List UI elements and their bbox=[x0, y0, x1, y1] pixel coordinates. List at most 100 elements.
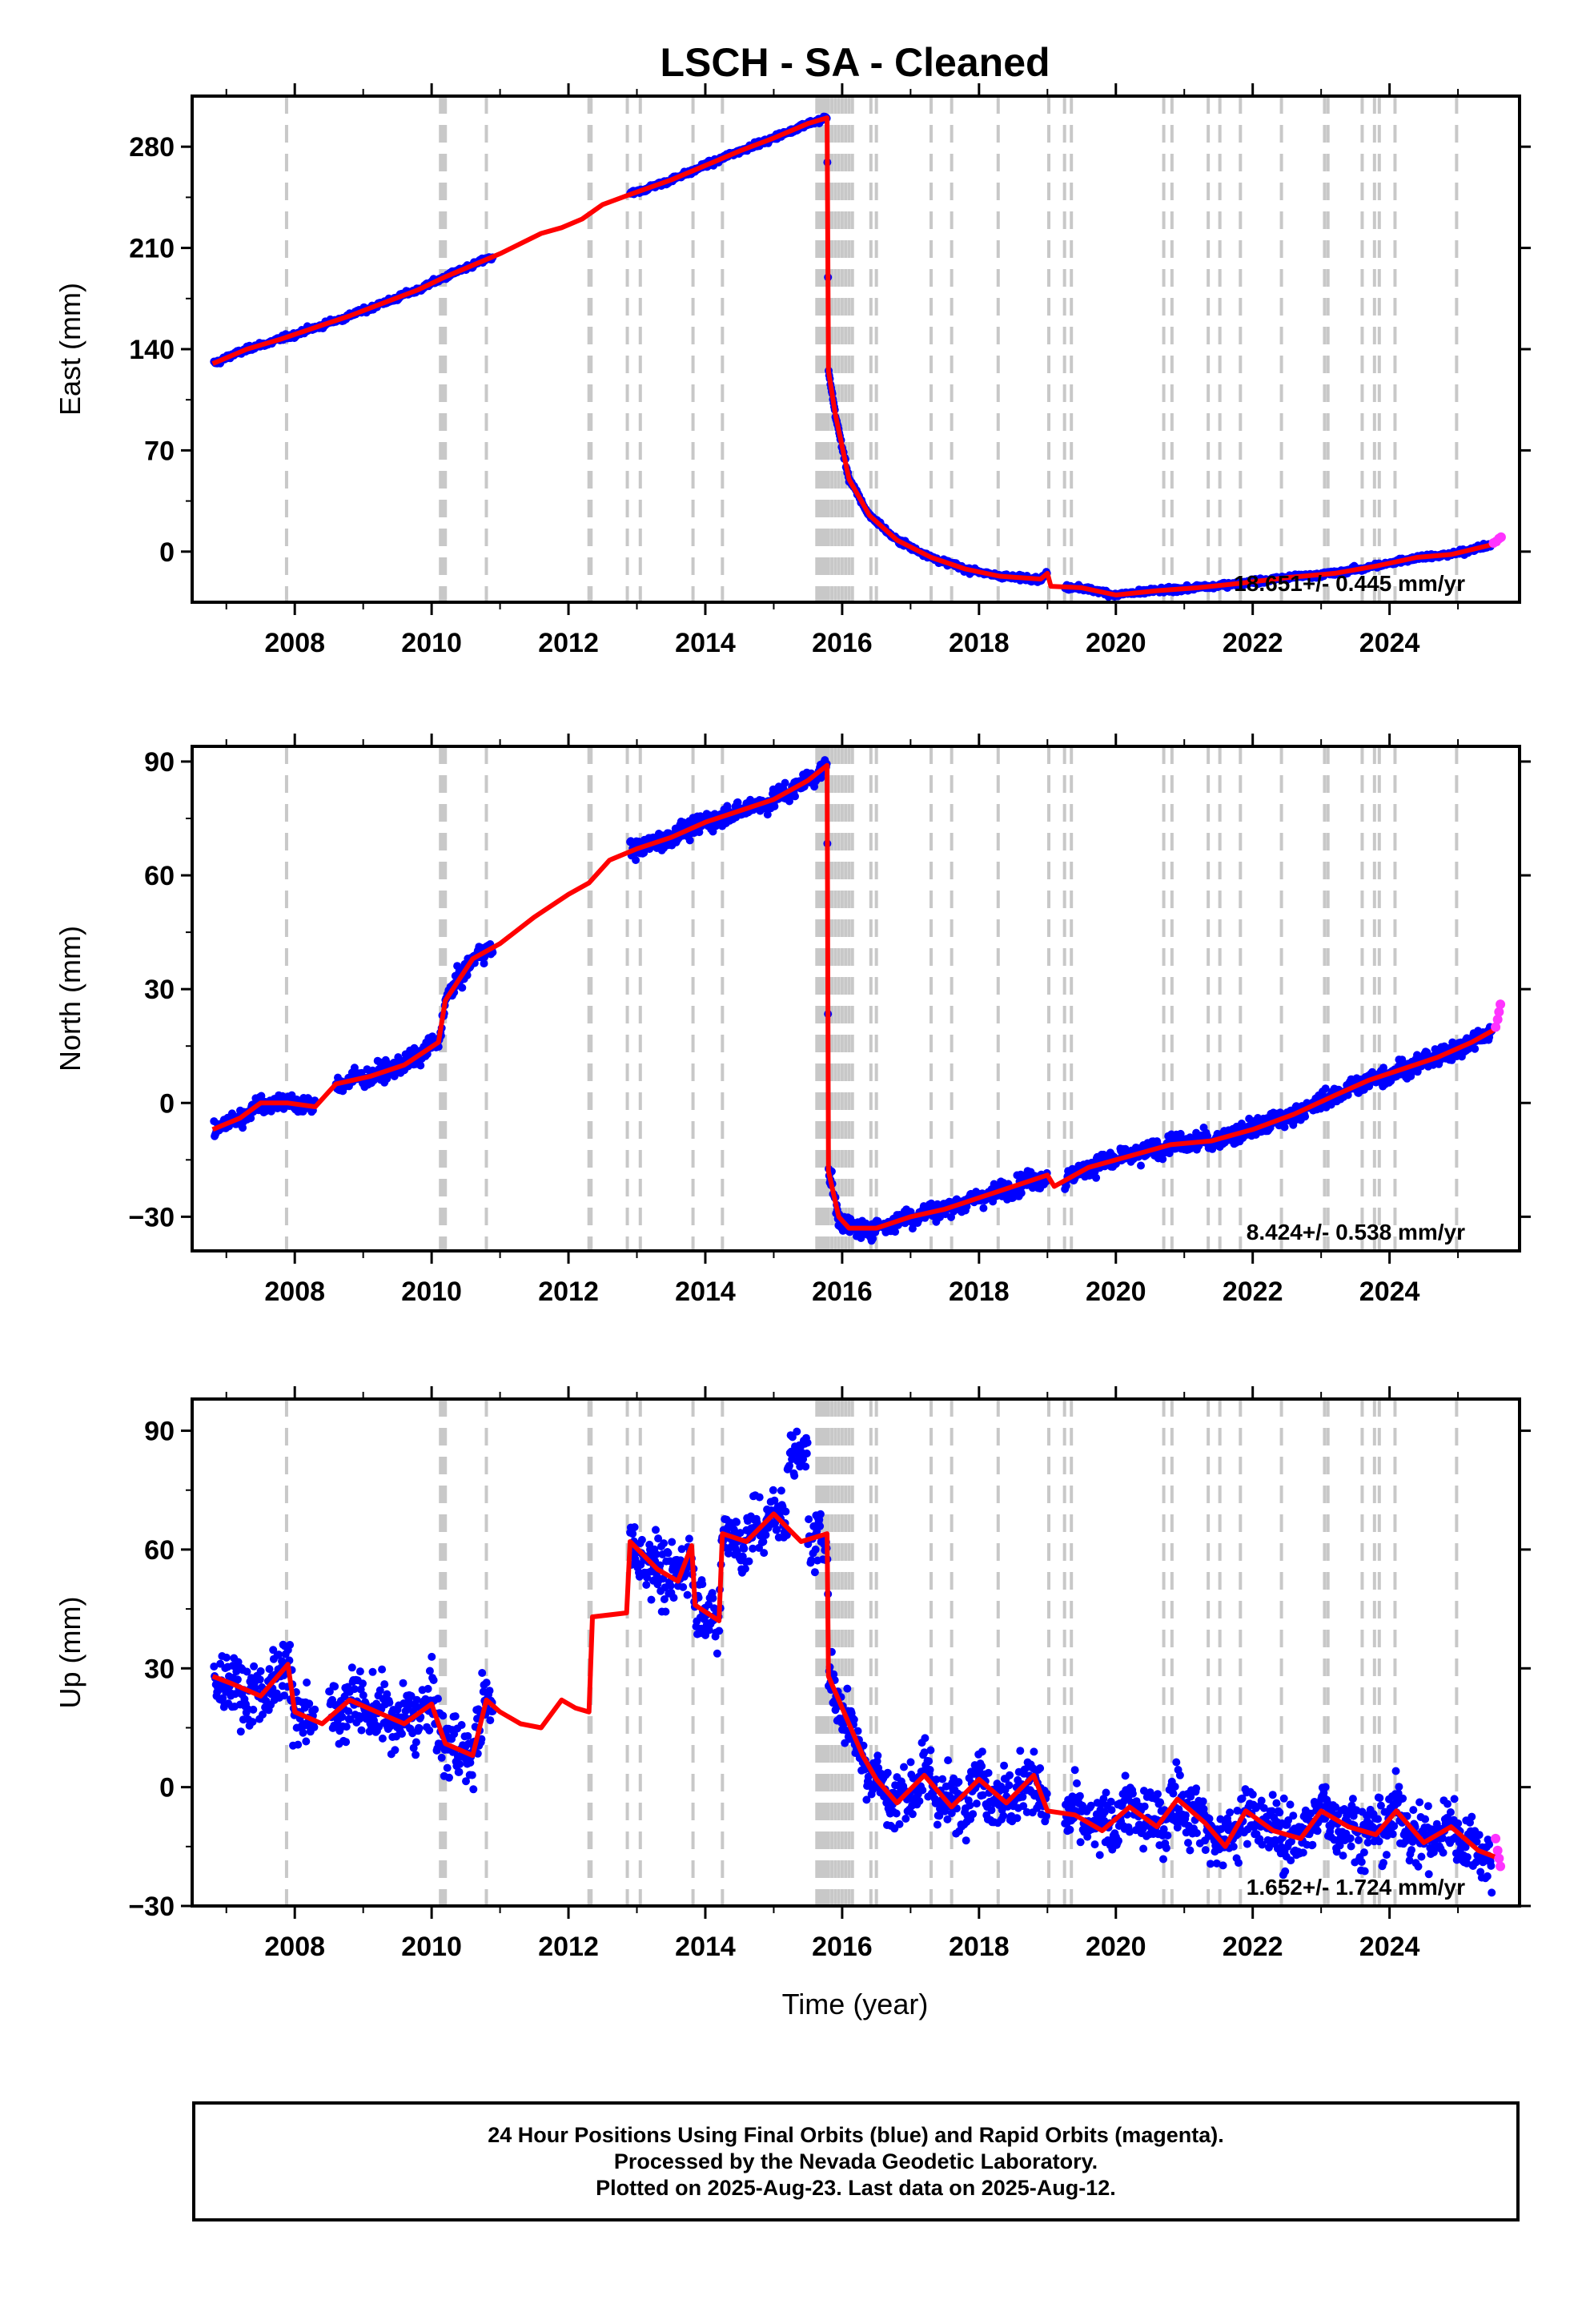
final-orbit-point bbox=[920, 1748, 929, 1757]
final-orbit-point bbox=[709, 1594, 717, 1602]
model-line bbox=[211, 762, 1500, 1231]
final-orbit-point bbox=[654, 1534, 663, 1543]
rate-label: 8.424+/- 0.538 mm/yr bbox=[1247, 1220, 1465, 1244]
x-tick-label: 2012 bbox=[538, 1277, 599, 1307]
final-orbit-point bbox=[259, 1711, 267, 1719]
final-orbit-point bbox=[482, 1679, 491, 1687]
final-orbit-point bbox=[250, 1662, 259, 1671]
final-orbit-point bbox=[679, 1582, 688, 1591]
final-orbit-point bbox=[469, 1785, 478, 1794]
final-orbit-point bbox=[883, 1768, 892, 1777]
final-orbit-point bbox=[869, 1234, 877, 1243]
y-tick-label: 90 bbox=[144, 747, 175, 778]
y-tick-label: 70 bbox=[144, 436, 175, 466]
panel-frame bbox=[191, 745, 1521, 1252]
final-orbit-point bbox=[999, 1811, 1008, 1820]
final-orbit-point bbox=[457, 1721, 466, 1729]
final-orbit-point bbox=[1301, 1112, 1310, 1121]
final-orbit-point bbox=[926, 1746, 935, 1755]
x-tick-label: 2014 bbox=[675, 1277, 736, 1307]
final-orbit-point bbox=[1092, 1173, 1101, 1182]
final-orbit-point bbox=[803, 1438, 812, 1447]
final-orbit-point bbox=[713, 1649, 721, 1658]
y-axis-label: North (mm) bbox=[54, 926, 86, 1072]
final-orbit-point bbox=[399, 1679, 408, 1687]
final-orbit-point bbox=[478, 1669, 487, 1677]
x-tick-label: 2018 bbox=[949, 1277, 1010, 1307]
final-orbit-point bbox=[380, 1680, 389, 1689]
final-orbit-point bbox=[248, 1718, 257, 1727]
final-orbit-point bbox=[464, 1731, 472, 1740]
final-orbit-point bbox=[1019, 1802, 1028, 1811]
final-orbit-point bbox=[257, 1092, 266, 1100]
final-orbit-point bbox=[781, 1507, 790, 1516]
y-tick-label: −30 bbox=[128, 1202, 175, 1232]
final-orbit-point bbox=[1006, 1771, 1014, 1779]
final-orbit-point bbox=[782, 1530, 791, 1539]
final-orbit-point bbox=[906, 1758, 915, 1767]
final-orbit-point bbox=[222, 1653, 231, 1662]
final-orbit-point bbox=[485, 1687, 494, 1695]
final-orbit-point bbox=[425, 1726, 434, 1735]
final-orbit-point bbox=[785, 1462, 793, 1470]
final-orbit-point bbox=[805, 1515, 813, 1524]
final-orbit-point bbox=[398, 1730, 406, 1738]
final-orbit-point bbox=[683, 1590, 692, 1599]
final-orbit-point bbox=[915, 1797, 924, 1805]
rapid-orbit-point bbox=[1492, 1015, 1503, 1025]
y-axis-label: East (mm) bbox=[54, 283, 86, 416]
final-orbit-point bbox=[791, 792, 799, 801]
final-orbit-point bbox=[378, 1665, 387, 1674]
model-line bbox=[211, 115, 1500, 597]
final-orbit-point bbox=[802, 1449, 811, 1458]
final-orbit-point bbox=[933, 1820, 942, 1829]
final-orbit-point bbox=[437, 1753, 446, 1762]
rate-label: 18.651+/- 0.445 mm/yr bbox=[1234, 571, 1465, 596]
final-orbit-point bbox=[664, 1549, 673, 1558]
final-orbit-point bbox=[350, 1063, 359, 1072]
final-orbit-point bbox=[807, 1556, 816, 1565]
final-orbit-point bbox=[666, 1582, 675, 1590]
final-orbit-point bbox=[978, 1762, 986, 1771]
final-orbit-point bbox=[375, 1686, 384, 1695]
final-orbit-point bbox=[1022, 1807, 1031, 1816]
final-orbit-point bbox=[978, 1747, 986, 1756]
final-orbit-point bbox=[1030, 1747, 1038, 1756]
final-orbit-point bbox=[793, 1427, 801, 1436]
final-orbit-point bbox=[954, 1778, 963, 1787]
final-orbit-point bbox=[249, 1705, 258, 1714]
final-orbit-point bbox=[286, 1641, 295, 1649]
final-orbit-point bbox=[468, 1771, 476, 1779]
final-orbit-point bbox=[359, 1679, 367, 1688]
final-orbit-point bbox=[368, 1667, 377, 1676]
final-orbit-point bbox=[1280, 1123, 1289, 1132]
final-orbit-point bbox=[908, 1810, 917, 1819]
y-tick-label: 210 bbox=[129, 234, 175, 264]
final-orbit-point bbox=[1036, 1764, 1045, 1772]
final-orbit-point bbox=[632, 856, 640, 864]
final-orbit-point bbox=[412, 1695, 421, 1704]
final-orbit-point bbox=[785, 797, 793, 806]
final-orbit-point bbox=[760, 1549, 769, 1558]
final-orbit-point bbox=[652, 1526, 660, 1534]
final-orbit-point bbox=[895, 1819, 904, 1828]
final-orbit-point bbox=[769, 1486, 777, 1494]
final-orbit-point bbox=[331, 1682, 339, 1691]
final-orbit-point bbox=[660, 1595, 669, 1603]
x-tick-label: 2008 bbox=[264, 1277, 325, 1307]
final-orbit-point bbox=[303, 1679, 311, 1687]
final-orbit-point bbox=[1005, 1781, 1014, 1790]
final-orbit-point bbox=[652, 1550, 661, 1558]
final-orbit-point bbox=[659, 1574, 668, 1583]
final-orbit-point bbox=[255, 1675, 264, 1684]
final-orbit-point bbox=[966, 1801, 974, 1810]
final-orbit-point bbox=[357, 1726, 366, 1735]
final-orbit-point bbox=[412, 1738, 420, 1747]
panel-frame bbox=[191, 94, 1521, 604]
event-lines bbox=[284, 746, 1459, 1251]
final-orbit-point bbox=[715, 1626, 724, 1635]
final-orbit-point bbox=[294, 1740, 303, 1749]
x-tick-label: 2020 bbox=[1086, 1277, 1146, 1307]
